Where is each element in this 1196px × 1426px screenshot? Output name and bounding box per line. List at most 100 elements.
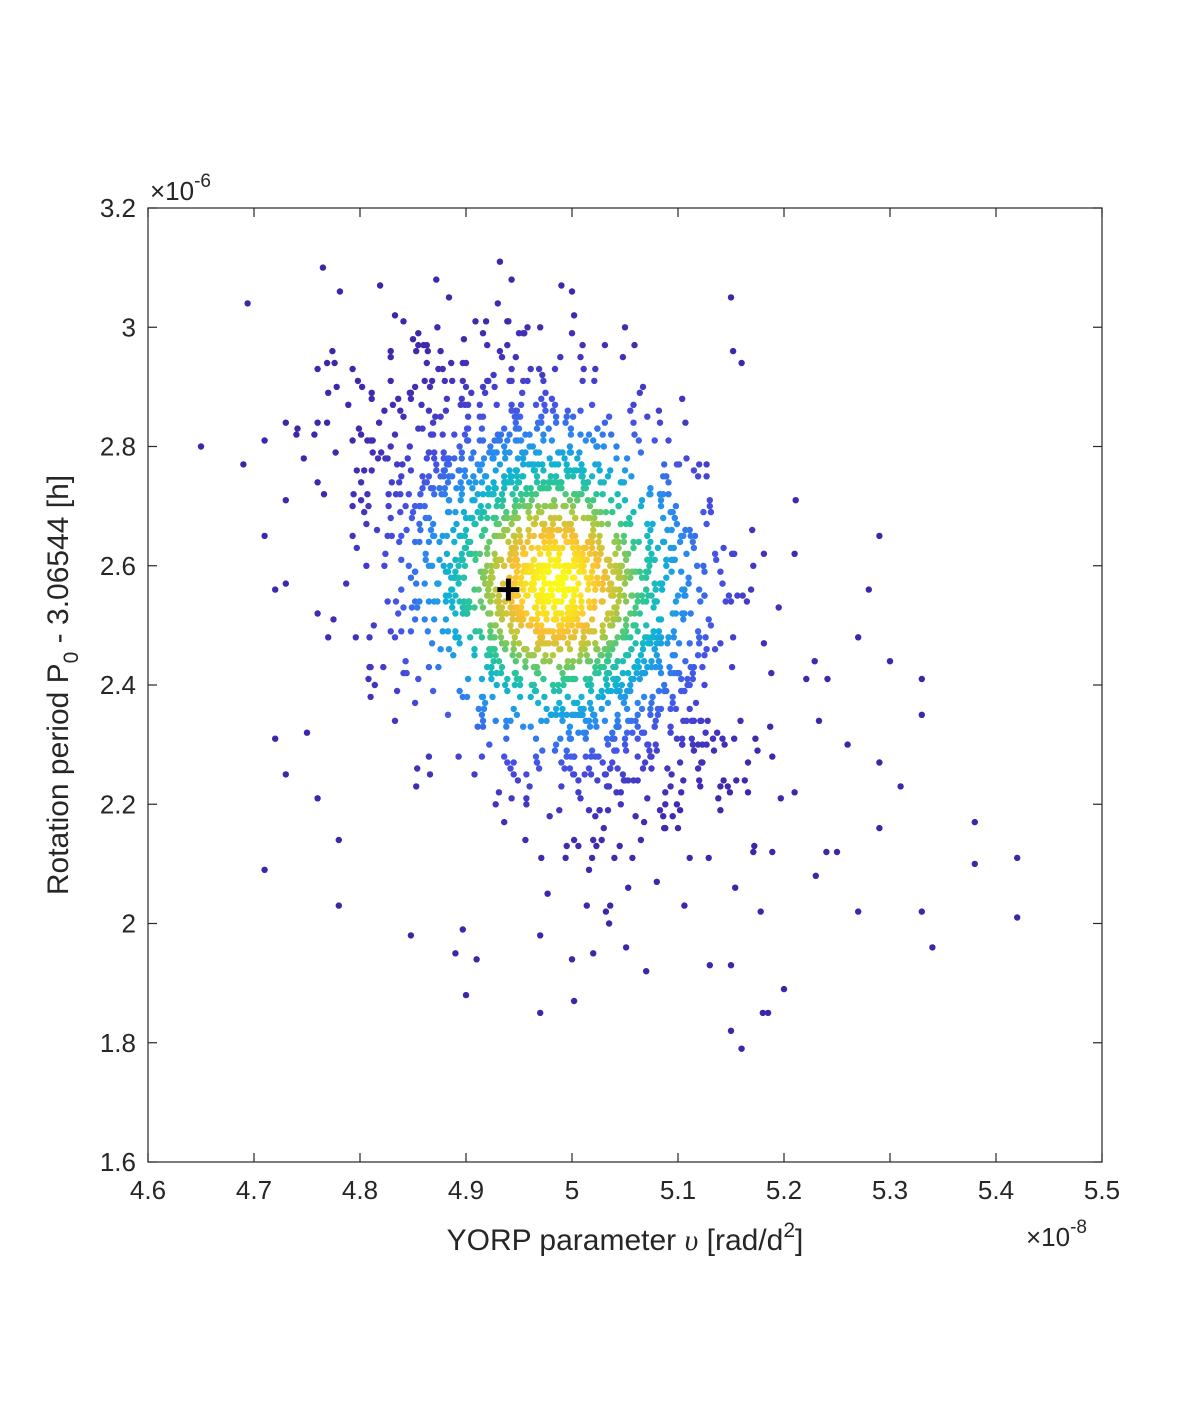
data-point	[517, 622, 525, 629]
data-point	[480, 455, 488, 462]
data-point	[458, 491, 465, 498]
data-point	[461, 562, 469, 569]
data-point	[504, 675, 511, 683]
data-point	[568, 532, 576, 540]
data-point	[433, 461, 440, 468]
data-point	[493, 401, 500, 408]
data-point	[458, 485, 465, 492]
data-point	[594, 425, 601, 432]
data-point	[643, 586, 650, 593]
data-point	[713, 556, 720, 563]
data-point	[462, 991, 470, 999]
data-point	[614, 491, 621, 498]
data-point	[634, 735, 641, 742]
data-point	[670, 628, 677, 635]
data-point	[566, 723, 574, 730]
data-point	[398, 532, 405, 540]
data-point	[574, 497, 581, 504]
data-point	[701, 568, 708, 575]
data-point	[570, 699, 578, 707]
data-point	[501, 485, 508, 492]
data-point	[329, 347, 336, 355]
data-point	[555, 574, 562, 581]
data-point	[548, 395, 556, 402]
data-point	[587, 532, 595, 540]
data-point	[538, 395, 545, 402]
data-point	[479, 330, 487, 337]
data-point	[696, 777, 703, 784]
data-point	[361, 467, 368, 474]
data-point	[580, 628, 587, 635]
data-point	[637, 502, 645, 510]
data-point	[504, 341, 511, 349]
data-point	[732, 884, 739, 891]
data-point	[689, 675, 696, 683]
data-point	[672, 598, 680, 605]
data-point	[443, 550, 451, 557]
data-point	[400, 318, 407, 325]
data-point	[462, 526, 470, 534]
data-point	[444, 568, 452, 575]
data-point	[493, 502, 500, 510]
data-point	[611, 604, 618, 611]
data-point	[569, 771, 577, 778]
data-point	[634, 628, 641, 635]
data-point	[715, 795, 722, 802]
data-point	[686, 705, 693, 713]
data-point	[744, 789, 752, 796]
data-point	[367, 663, 374, 671]
data-point	[508, 628, 515, 635]
data-point	[727, 598, 735, 605]
data-point	[631, 431, 638, 438]
data-point	[603, 681, 611, 689]
data-point	[583, 652, 590, 659]
data-point	[476, 550, 483, 557]
data-point	[694, 652, 702, 659]
data-point	[494, 497, 501, 504]
data-point	[455, 580, 462, 587]
data-point	[437, 347, 444, 355]
data-point	[504, 759, 511, 766]
data-point	[541, 520, 548, 528]
data-point	[432, 413, 439, 420]
data-point	[660, 538, 667, 546]
data-point	[648, 658, 655, 665]
data-point	[445, 455, 453, 462]
data-point	[472, 520, 479, 528]
data-point	[314, 610, 321, 617]
data-point	[472, 556, 479, 563]
data-point	[687, 610, 694, 617]
x-tick-label: 5.2	[766, 1175, 802, 1205]
data-point	[578, 646, 585, 653]
data-point	[667, 669, 674, 677]
data-point	[711, 550, 719, 557]
data-point	[598, 598, 605, 605]
data-point	[444, 628, 452, 635]
data-point	[622, 747, 630, 754]
data-point	[537, 550, 544, 557]
data-point	[375, 419, 383, 426]
data-point	[452, 628, 459, 635]
data-point	[593, 556, 600, 563]
data-point	[523, 610, 530, 617]
data-point	[569, 574, 577, 581]
data-point	[561, 532, 568, 540]
data-point	[433, 276, 440, 283]
data-point	[469, 514, 476, 522]
data-point	[552, 705, 560, 713]
data-point	[580, 514, 587, 522]
data-point	[477, 514, 484, 522]
data-point	[660, 813, 667, 820]
data-point	[461, 431, 469, 438]
data-point	[593, 646, 600, 653]
data-point	[486, 741, 493, 748]
data-point	[591, 508, 598, 516]
data-point	[613, 443, 620, 450]
data-point	[519, 598, 526, 605]
data-point	[545, 562, 552, 569]
data-point	[591, 377, 598, 385]
data-point	[439, 431, 446, 438]
data-point	[478, 711, 486, 718]
data-point	[576, 658, 583, 665]
